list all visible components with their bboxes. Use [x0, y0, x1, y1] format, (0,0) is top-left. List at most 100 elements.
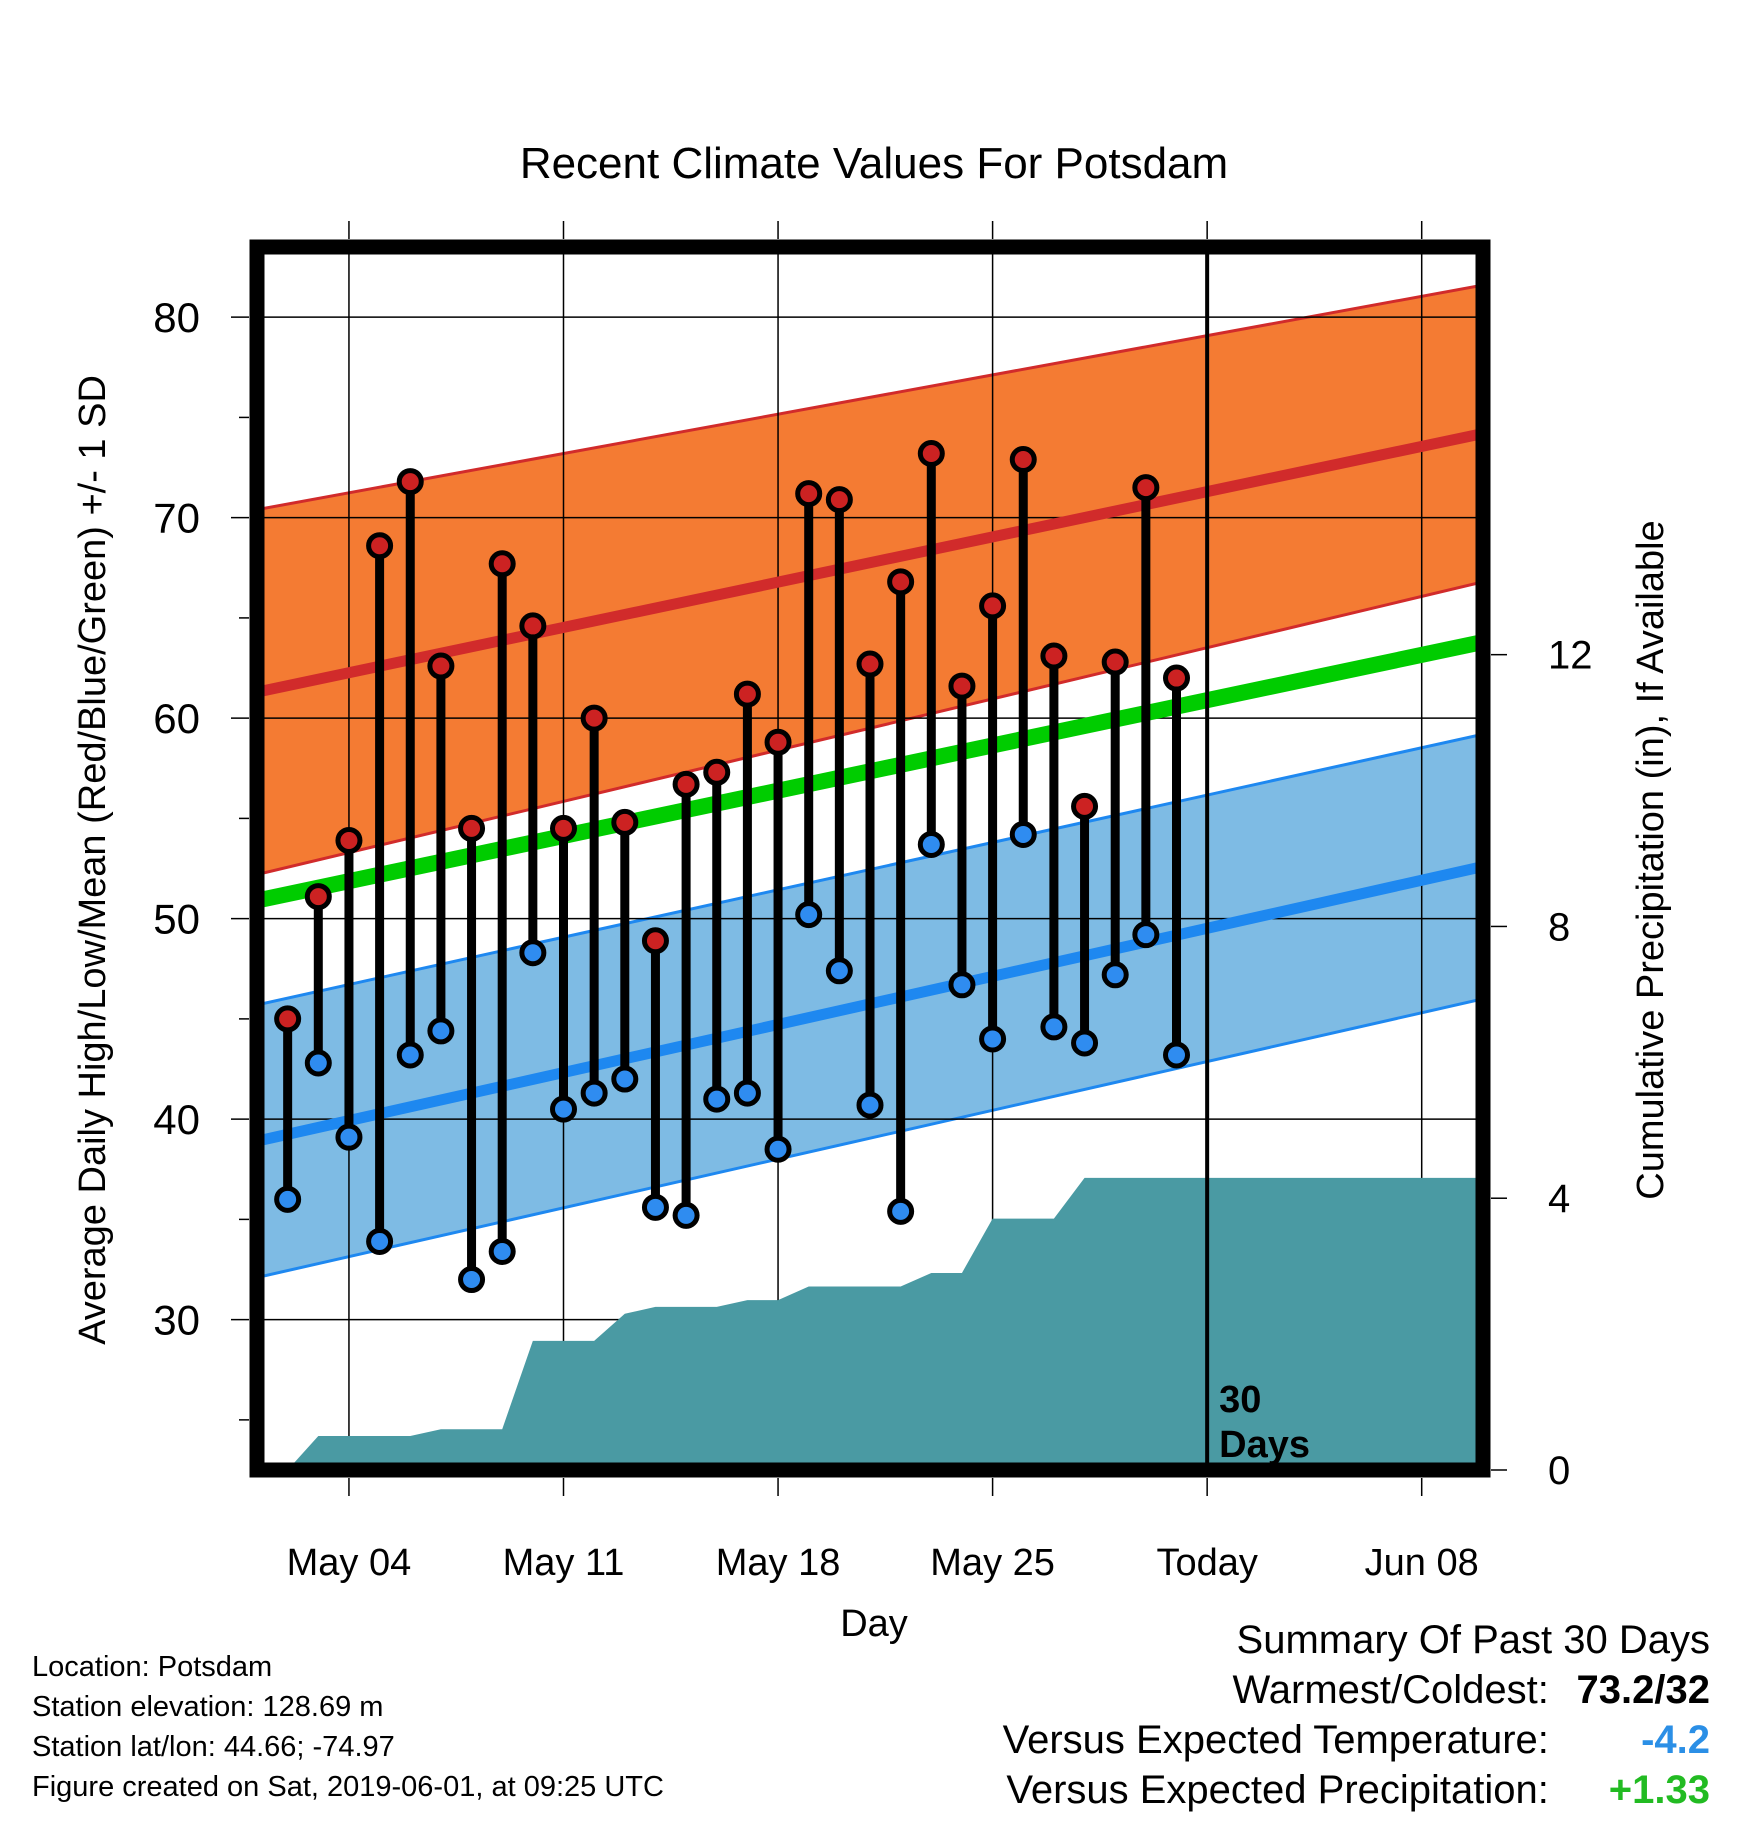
daily-low-point — [1071, 1029, 1099, 1057]
daily-high-point — [887, 568, 915, 596]
x-tick-label: May 25 — [930, 1542, 1055, 1584]
daily-high-point — [580, 704, 608, 732]
daily-low-point — [733, 1079, 761, 1107]
daily-low-point — [519, 939, 547, 967]
y2-tick-label: 4 — [1548, 1177, 1570, 1221]
location-text: Location: Potsdam — [32, 1651, 273, 1683]
daily-high-point — [825, 486, 853, 514]
y2-tick-label: 0 — [1548, 1449, 1570, 1493]
daily-high-point — [764, 728, 792, 756]
x-tick-label: Jun 08 — [1365, 1542, 1479, 1584]
daily-high-point — [611, 808, 639, 836]
daily-low-point — [550, 1095, 577, 1123]
y-tick-label: 80 — [153, 294, 200, 341]
daily-low-point — [1101, 961, 1129, 989]
daily-high-point — [1163, 664, 1190, 692]
daily-high-point — [488, 550, 516, 578]
daily-low-point — [887, 1197, 915, 1225]
daily-low-point — [396, 1041, 424, 1069]
daily-high-point — [856, 650, 884, 678]
today-days-label: 30 — [1219, 1379, 1261, 1421]
x-tick-label: May 18 — [716, 1542, 841, 1584]
x-tick-label: May 11 — [503, 1542, 625, 1584]
normal-high-line — [257, 428, 1483, 698]
temp-diff-value: -4.2 — [1641, 1718, 1710, 1762]
daily-high-point — [703, 758, 731, 786]
daily-high-point — [1040, 642, 1068, 670]
daily-low-point — [795, 901, 823, 929]
daily-low-point — [427, 1017, 455, 1045]
x-tick-label: Today — [1156, 1542, 1257, 1584]
summary-heading: Summary Of Past 30 Days — [1236, 1618, 1710, 1662]
daily-high-point — [335, 826, 363, 854]
x-tick-label: May 04 — [287, 1542, 412, 1584]
daily-high-point — [427, 652, 455, 680]
daily-high-point — [1101, 648, 1129, 676]
x-axis-label: Day — [840, 1603, 908, 1645]
daily-low-point — [703, 1085, 731, 1113]
daily-low-point — [917, 830, 945, 858]
warm-cold-label: Warmest/Coldest: — [1232, 1668, 1549, 1712]
y2-tick-label: 12 — [1548, 634, 1593, 678]
summary-precip: Versus Expected Precipitation: +1.33 — [1006, 1768, 1710, 1813]
daily-low-point — [764, 1135, 792, 1163]
daily-high-point — [1071, 792, 1099, 820]
y-tick-label: 60 — [153, 695, 200, 742]
daily-low-point — [366, 1227, 394, 1255]
chart-title: Recent Climate Values For Potsdam — [520, 139, 1228, 188]
y2-axis-label: Cumulative Precipitation (in), If Availa… — [1630, 520, 1672, 1199]
daily-low-point — [335, 1123, 363, 1151]
daily-high-point — [550, 814, 577, 842]
daily-high-point — [304, 883, 332, 911]
daily-low-point — [458, 1266, 486, 1294]
high-band-upper-edge — [257, 283, 1483, 512]
summary-warm-cold: Warmest/Coldest: 73.2/32 — [1233, 1668, 1711, 1713]
summary-temp: Versus Expected Temperature: -4.2 — [1003, 1718, 1710, 1763]
temp-diff-label: Versus Expected Temperature: — [1002, 1718, 1549, 1762]
daily-low-point — [948, 971, 976, 999]
daily-high-point — [948, 672, 976, 700]
cumulative-precip-area — [287, 1177, 1483, 1470]
station-info: Location: Potsdam Station elevation: 128… — [32, 1647, 664, 1807]
daily-low-point — [1040, 1013, 1068, 1041]
daily-high-point — [458, 814, 486, 842]
daily-low-point — [274, 1185, 302, 1213]
daily-high-point — [672, 770, 700, 798]
daily-low-point — [580, 1079, 608, 1107]
daily-low-point — [979, 1025, 1007, 1053]
y-tick-label: 50 — [153, 896, 200, 943]
y-axis-label: Average Daily High/Low/Mean (Red/Blue/Gr… — [72, 375, 114, 1345]
plot-frame — [249, 239, 1491, 1478]
y-tick-label: 70 — [153, 495, 200, 542]
y-tick-label: 40 — [153, 1096, 200, 1143]
daily-high-point — [795, 480, 823, 508]
precip-diff-value: +1.33 — [1608, 1768, 1710, 1812]
daily-high-point — [1132, 474, 1160, 502]
daily-high-point — [641, 927, 669, 955]
daily-high-point — [519, 612, 547, 640]
daily-high-point — [1009, 446, 1037, 474]
daily-high-point — [979, 592, 1007, 620]
daily-low-point — [825, 957, 853, 985]
daily-low-point — [611, 1065, 639, 1093]
daily-high-point — [274, 1005, 302, 1033]
daily-low-point — [488, 1237, 516, 1265]
y2-tick-label: 8 — [1548, 905, 1570, 949]
daily-high-point — [917, 440, 945, 468]
latlon-text: Station lat/lon: 44.66; -74.97 — [32, 1731, 395, 1763]
low-band-lower-edge — [257, 997, 1483, 1279]
daily-low-point — [641, 1193, 669, 1221]
created-text: Figure created on Sat, 2019-06-01, at 09… — [32, 1771, 664, 1803]
precip-diff-label: Versus Expected Precipitation: — [1006, 1768, 1549, 1812]
daily-low-point — [1132, 921, 1160, 949]
daily-low-point — [856, 1091, 884, 1119]
daily-low-point — [672, 1201, 700, 1229]
elevation-text: Station elevation: 128.69 m — [32, 1691, 384, 1723]
daily-low-point — [304, 1049, 332, 1077]
y-tick-label: 30 — [153, 1297, 200, 1344]
daily-high-point — [396, 468, 424, 496]
daily-high-point — [733, 680, 761, 708]
daily-low-point — [1163, 1041, 1190, 1069]
warm-cold-value: 73.2/32 — [1576, 1668, 1710, 1712]
